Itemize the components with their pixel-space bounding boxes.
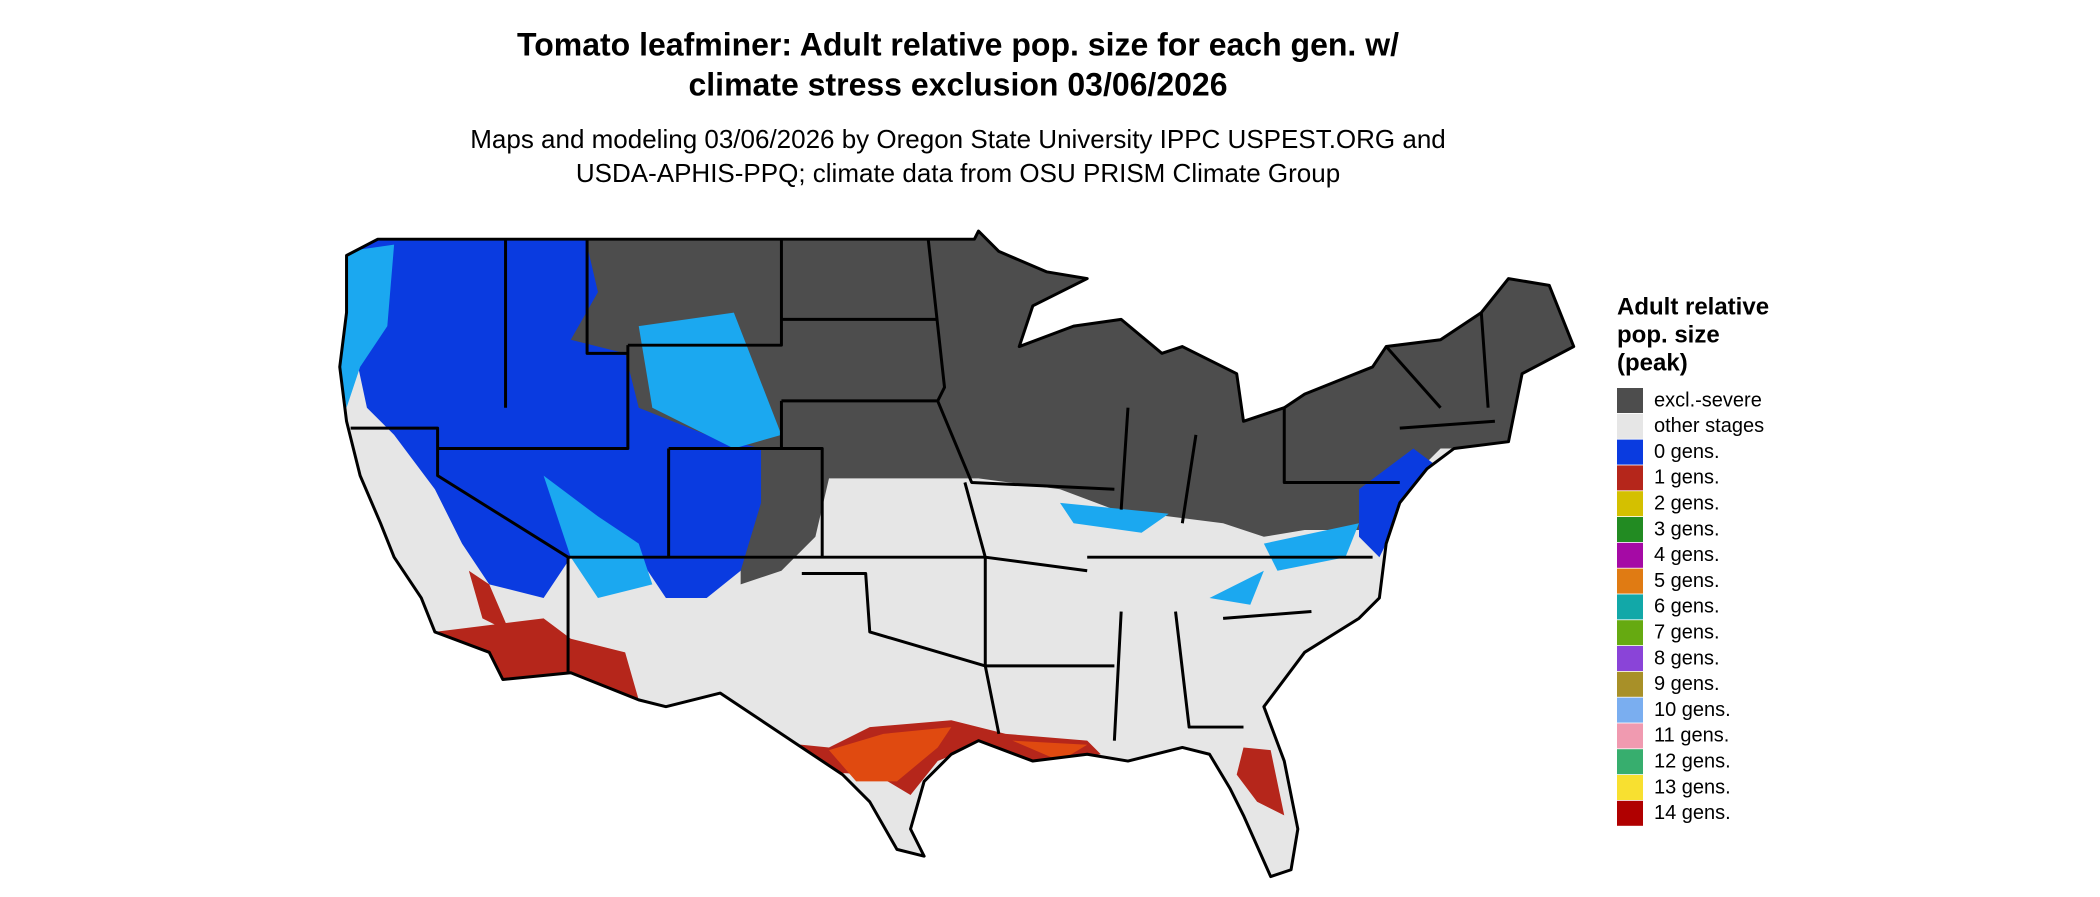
legend-label: 7 gens. [1654, 621, 1720, 643]
legend-swatch [1617, 671, 1643, 697]
legend-swatch [1617, 697, 1643, 723]
legend-swatch [1617, 568, 1643, 594]
legend-label: other stages [1654, 415, 1764, 437]
legend-label: 3 gens. [1654, 518, 1720, 540]
legend-label: 2 gens. [1654, 492, 1720, 514]
zero-gens-area [339, 231, 762, 598]
legend-swatch [1617, 542, 1643, 568]
legend-label: 1 gens. [1654, 467, 1720, 489]
legend-swatch [1617, 646, 1643, 671]
title-line: climate stress exclusion 03/06/2026 [688, 66, 1227, 102]
light-blue-area [339, 244, 1359, 605]
us-map [338, 229, 1576, 879]
one-gen-southwest [434, 570, 639, 700]
title-line: Tomato leafminer: Adult relative pop. si… [517, 26, 1399, 62]
gulf-accent [828, 727, 1088, 782]
legend-swatch [1617, 465, 1643, 491]
legend-label: 0 gens. [1654, 441, 1720, 463]
subtitle-line: USDA-APHIS-PPQ; climate data from OSU PR… [576, 158, 1340, 188]
legend-swatch [1617, 439, 1643, 465]
legend-swatch [1617, 620, 1643, 646]
subtitle-line: Maps and modeling 03/06/2026 by Oregon S… [470, 124, 1446, 154]
legend-title: Adult relative [1617, 293, 1769, 320]
legend-swatch [1617, 775, 1643, 800]
legend-swatch [1617, 594, 1643, 620]
legend-title: (peak) [1617, 349, 1688, 376]
map-fill [339, 231, 1574, 877]
legend-label: 11 gens. [1654, 725, 1729, 747]
legend-swatch [1617, 517, 1643, 542]
legend-swatch [1617, 723, 1643, 749]
legend-label: 6 gens. [1654, 596, 1720, 618]
legend-label: 12 gens. [1654, 750, 1731, 772]
legend-swatch [1617, 800, 1643, 826]
legend-swatch [1617, 491, 1643, 517]
legend-title: pop. size [1617, 321, 1720, 348]
legend-swatch [1617, 413, 1643, 439]
legend-label: 13 gens. [1654, 776, 1731, 798]
state-lines [350, 239, 1496, 741]
legend-label: 5 gens. [1654, 570, 1720, 592]
legend-label: 14 gens. [1654, 802, 1731, 824]
legend-swatch [1617, 749, 1643, 775]
legend-label: 4 gens. [1654, 544, 1720, 566]
legend-label: 9 gens. [1654, 673, 1720, 695]
legend-label: 8 gens. [1654, 647, 1720, 669]
legend-label: excl.-severe [1654, 389, 1762, 411]
legend-swatch [1617, 388, 1643, 413]
legend-label: 10 gens. [1654, 699, 1731, 721]
